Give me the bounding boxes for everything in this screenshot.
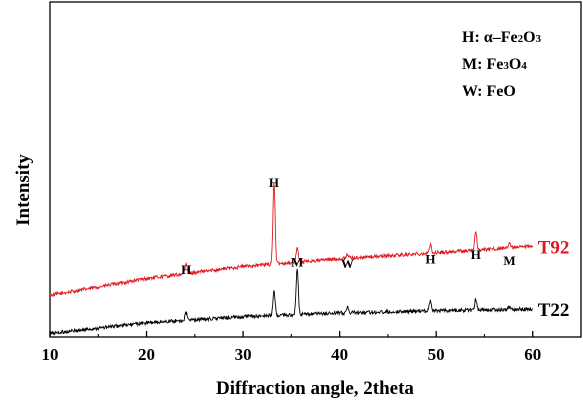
legend: H: α–Fe2O3 M: Fe3O4 W: FeO [462,29,542,100]
x-axis-title: Diffraction angle, 2theta [216,378,414,399]
x-tick-label: 40 [331,345,348,364]
peak-labels: H H M W H H M [181,175,516,277]
peak-label: H [471,247,481,262]
series-names: T92 T22 [538,238,570,322]
plot-frame [49,1,582,338]
series-layer [49,182,534,336]
legend-entry: M: Fe3O4 [462,56,527,73]
series-label-t92: T92 [538,238,570,259]
legend-entry: W: FeO [462,83,516,100]
x-tick-label: 20 [138,345,155,364]
peak-label: H [269,175,279,190]
x-tick-label: 50 [428,345,445,364]
x-axis-ticks: 10 20 30 40 50 60 [42,331,541,364]
x-tick-label: 30 [235,345,252,364]
x-tick-label: 60 [524,345,541,364]
peak-label: M [291,254,303,269]
peak-label: M [503,253,515,268]
peak-label: H [181,262,191,277]
x-tick-label: 10 [42,345,59,364]
y-axis-title: Intensity [13,154,34,226]
series-line-t22 [49,268,533,336]
legend-entry: H: α–Fe2O3 [462,29,542,46]
series-line-t92 [49,182,534,298]
peak-label: H [425,251,435,266]
series-label-t22: T22 [538,300,570,321]
peak-label: W [341,256,354,271]
